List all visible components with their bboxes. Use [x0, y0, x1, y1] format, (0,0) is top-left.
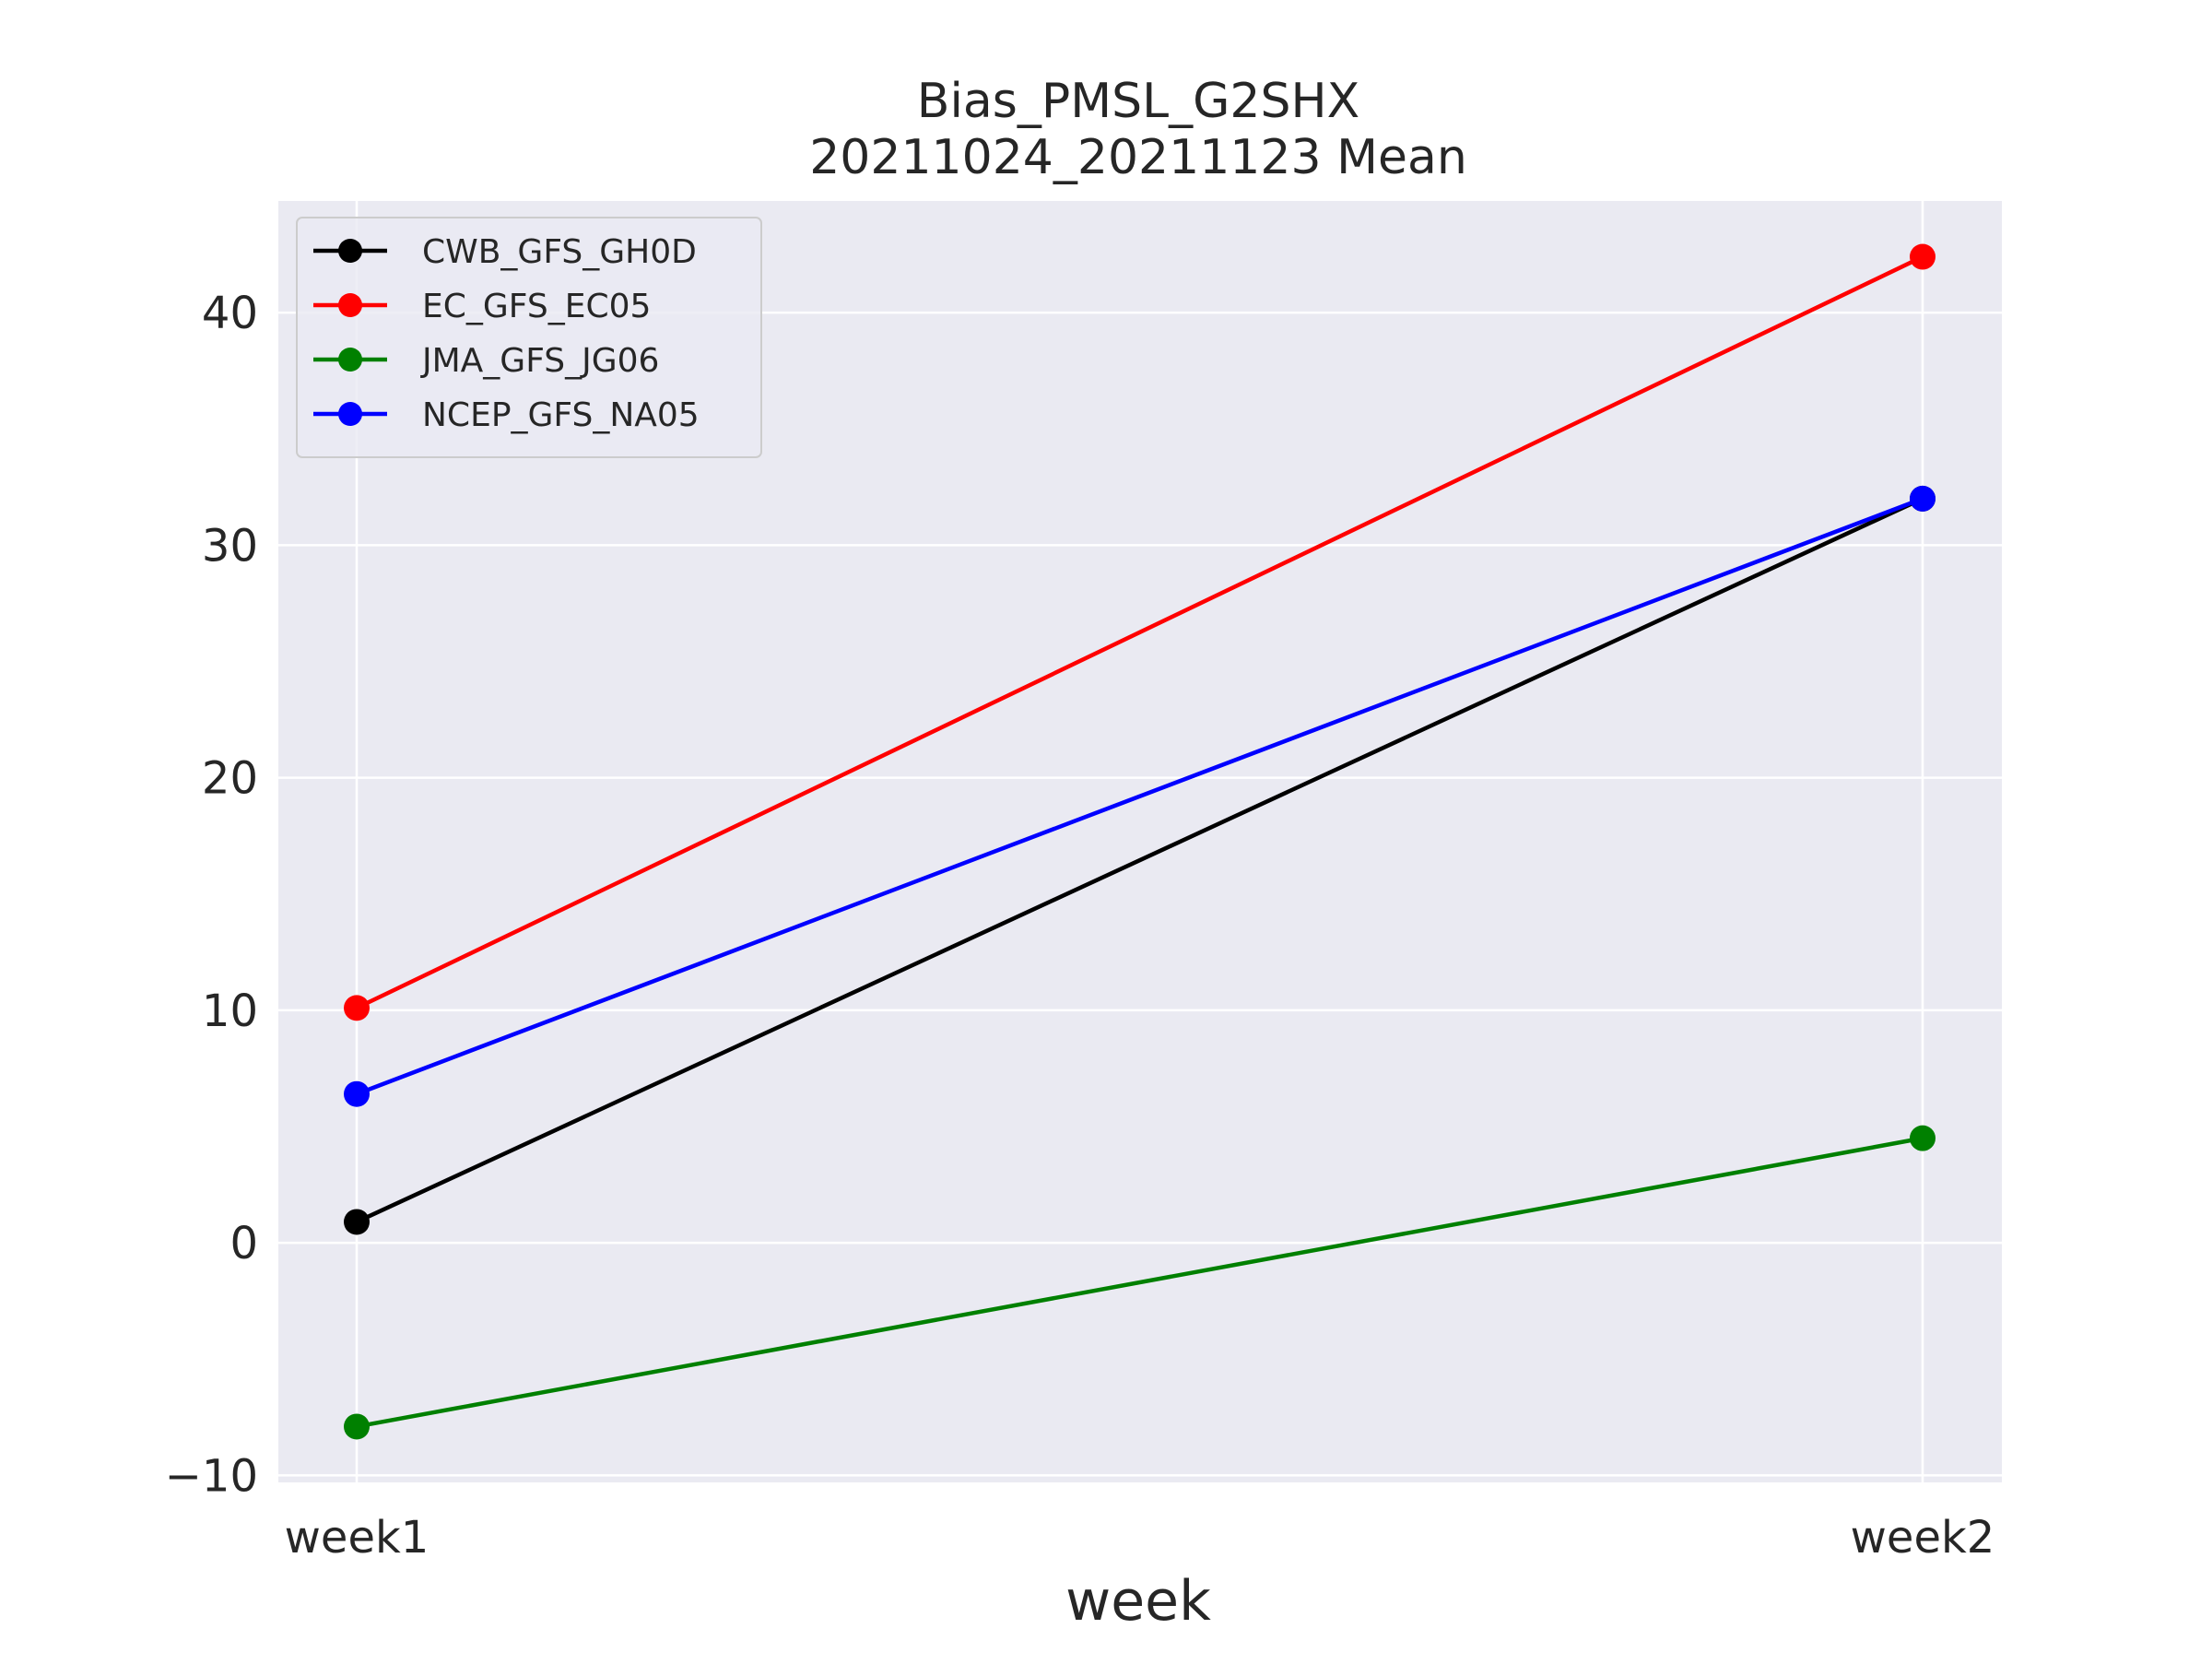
chart-subtitle: 20211024_20211123 Mean — [809, 130, 1467, 185]
legend: CWB_GFS_GH0D EC_GFS_EC05 JMA_GFS_JG06 NCEP_… — [296, 217, 762, 458]
x-tick-label: week1 — [285, 1512, 429, 1564]
y-tick-label: −10 — [165, 1450, 258, 1502]
legend-label: NCEP_GFS_NA05 — [422, 396, 700, 434]
series-line[interactable] — [356, 254, 1924, 1010]
series-line[interactable] — [356, 496, 1924, 1096]
chart-title: Bias_PMSL_G2SHX — [917, 74, 1359, 129]
x-axis-label: week — [1065, 1569, 1211, 1634]
data-point[interactable] — [344, 1413, 370, 1440]
data-point[interactable] — [344, 1080, 370, 1107]
legend-label: EC_GFS_EC05 — [422, 288, 651, 325]
data-point[interactable] — [1910, 243, 1936, 270]
legend-label: CWB_GFS_GH0D — [422, 233, 697, 271]
y-tick-label: 30 — [202, 520, 258, 572]
data-point[interactable] — [344, 1209, 370, 1235]
legend-label: JMA_GFS_JG06 — [420, 342, 659, 380]
y-tick-label: 10 — [202, 985, 258, 1037]
legend-marker-swatch — [338, 348, 362, 372]
x-tick-label: week2 — [1851, 1512, 1995, 1564]
data-point[interactable] — [344, 995, 370, 1021]
y-tick-label: 0 — [229, 1218, 258, 1269]
data-point[interactable] — [1910, 1125, 1936, 1151]
series-line[interactable] — [356, 1136, 1924, 1429]
legend-marker-swatch — [338, 293, 362, 317]
legend-marker-swatch — [338, 239, 362, 263]
data-point[interactable] — [1910, 485, 1936, 512]
plot-area: −10 0 10 20 30 40 week1 week2 CWB_GFS_GH0D EC_GFS… — [165, 201, 2002, 1564]
series-line[interactable] — [356, 496, 1924, 1224]
legend-frame — [296, 217, 762, 458]
y-tick-label: 20 — [202, 753, 258, 805]
legend-marker-swatch — [338, 402, 362, 426]
y-tick-label: 40 — [202, 288, 258, 339]
